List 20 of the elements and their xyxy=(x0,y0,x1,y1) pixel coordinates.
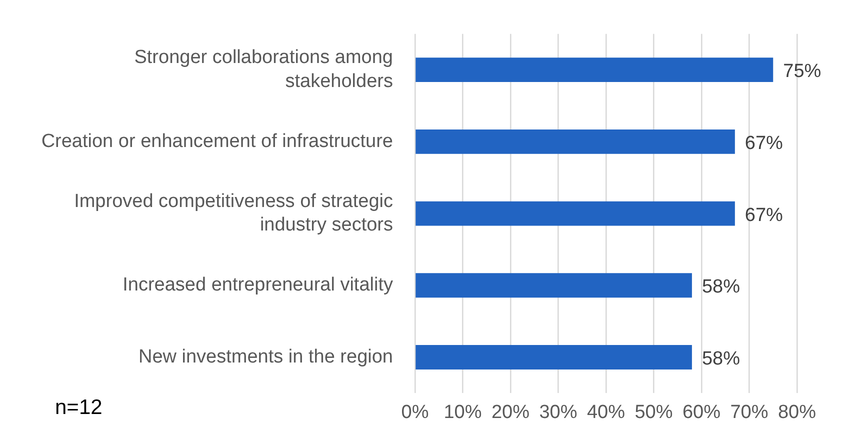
y-tick-label: Increased entrepreneural vitality xyxy=(122,274,394,296)
y-tick-label: Stronger collaborations among stakeholders xyxy=(134,47,393,92)
x-tick-label: 80% xyxy=(778,402,816,423)
data-label: 67% xyxy=(744,132,784,154)
x-tick-label: 50% xyxy=(634,402,673,423)
data-label: 67% xyxy=(744,204,784,226)
y-tick-label: Creation or enhancement of infrastructure xyxy=(41,130,393,152)
x-tick-label: 60% xyxy=(682,402,721,423)
x-tick-label: 10% xyxy=(444,402,482,423)
x-tick-label: 0% xyxy=(401,402,429,423)
x-tick-label: 40% xyxy=(586,402,626,423)
x-tick-label: 30% xyxy=(539,402,578,423)
data-label: 75% xyxy=(783,61,822,82)
x-tick-label: 20% xyxy=(491,402,530,423)
y-tick-label: New investments in the region xyxy=(138,346,393,368)
text: n=12 xyxy=(55,396,102,420)
y-tick-label: Improved competitiveness of strategic industry sectors xyxy=(74,190,393,236)
data-label: 58% xyxy=(702,276,740,298)
x-tick-label: 70% xyxy=(730,402,768,423)
data-label: 58% xyxy=(702,348,740,370)
